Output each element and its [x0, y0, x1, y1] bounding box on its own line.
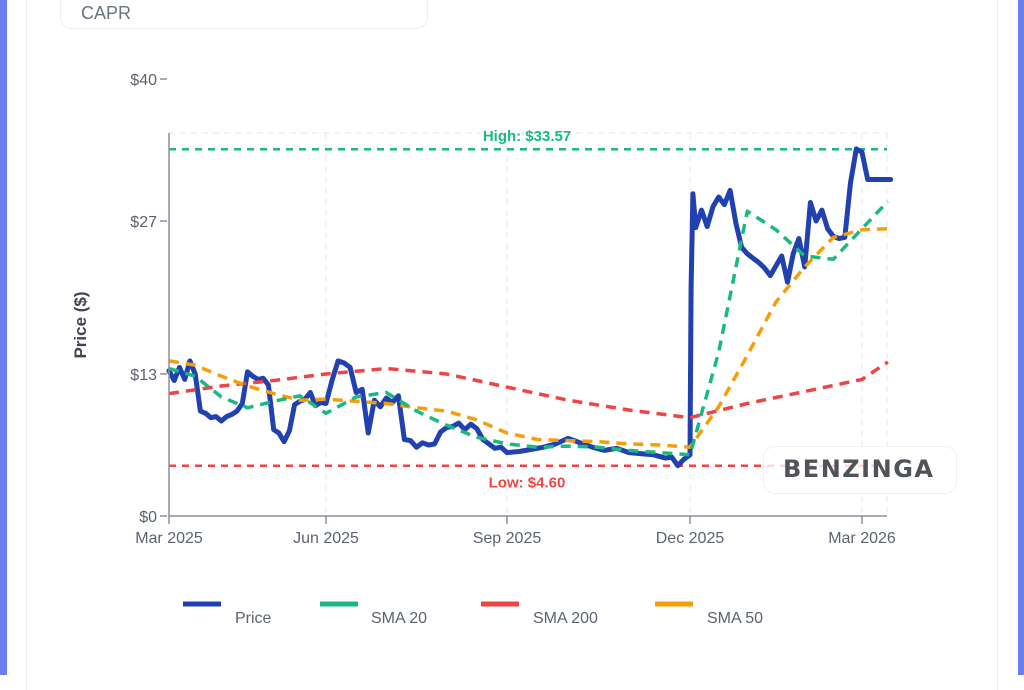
legend-item-sma20[interactable]: SMA 20 [320, 601, 427, 627]
series-line-sma200 [168, 360, 889, 420]
high-label: High: $33.57 [483, 128, 571, 145]
chart-card [26, 0, 998, 690]
series-line-sma20 [168, 200, 890, 457]
y-tick-label: $27 [130, 214, 157, 231]
y-axis-title: Price ($) [71, 291, 90, 358]
series-line-sma50 [168, 226, 888, 449]
series-lines [166, 146, 894, 469]
watermark-logo: BENZINGA [783, 455, 935, 483]
legend-label-sma200: SMA 200 [533, 610, 598, 627]
x-tick-label: Dec 2025 [656, 530, 725, 547]
ticker-symbol: CAPR [81, 3, 132, 23]
legend-item-price[interactable]: Price [183, 601, 272, 627]
window-right-border [1018, 0, 1024, 675]
ticker-box [60, 0, 428, 29]
legend: Price SMA 20 SMA 200 SMA 50 [183, 601, 763, 627]
x-tick-label: Mar 2025 [135, 530, 203, 547]
axes: $0 $13 $27 $40 Mar 2025 Jun 2025 Sep 2025 Dec 2… [71, 72, 896, 547]
price-chart: High: $33.57 Low: $4.60 $0 $13 $27 $40 Mar 20… [71, 72, 896, 627]
legend-label-sma50: SMA 50 [707, 610, 763, 627]
low-label: Low: $4.60 [489, 475, 566, 492]
reference-lines: High: $33.57 Low: $4.60 [169, 128, 887, 492]
legend-item-sma50[interactable]: SMA 50 [655, 601, 763, 627]
x-tick-label: Mar 2026 [828, 530, 896, 547]
y-tick-label: $0 [139, 509, 157, 526]
x-tick-label: Jun 2025 [293, 530, 359, 547]
series-line-price [166, 146, 894, 469]
y-tick-label: $13 [130, 367, 157, 384]
legend-item-sma200[interactable]: SMA 200 [481, 601, 598, 627]
legend-label-sma20: SMA 20 [371, 610, 427, 627]
y-tick-label: $40 [130, 72, 157, 89]
x-tick-label: Sep 2025 [473, 530, 542, 547]
legend-label-price: Price [235, 610, 272, 627]
watermark-box [763, 446, 957, 494]
window-left-border [0, 0, 7, 675]
